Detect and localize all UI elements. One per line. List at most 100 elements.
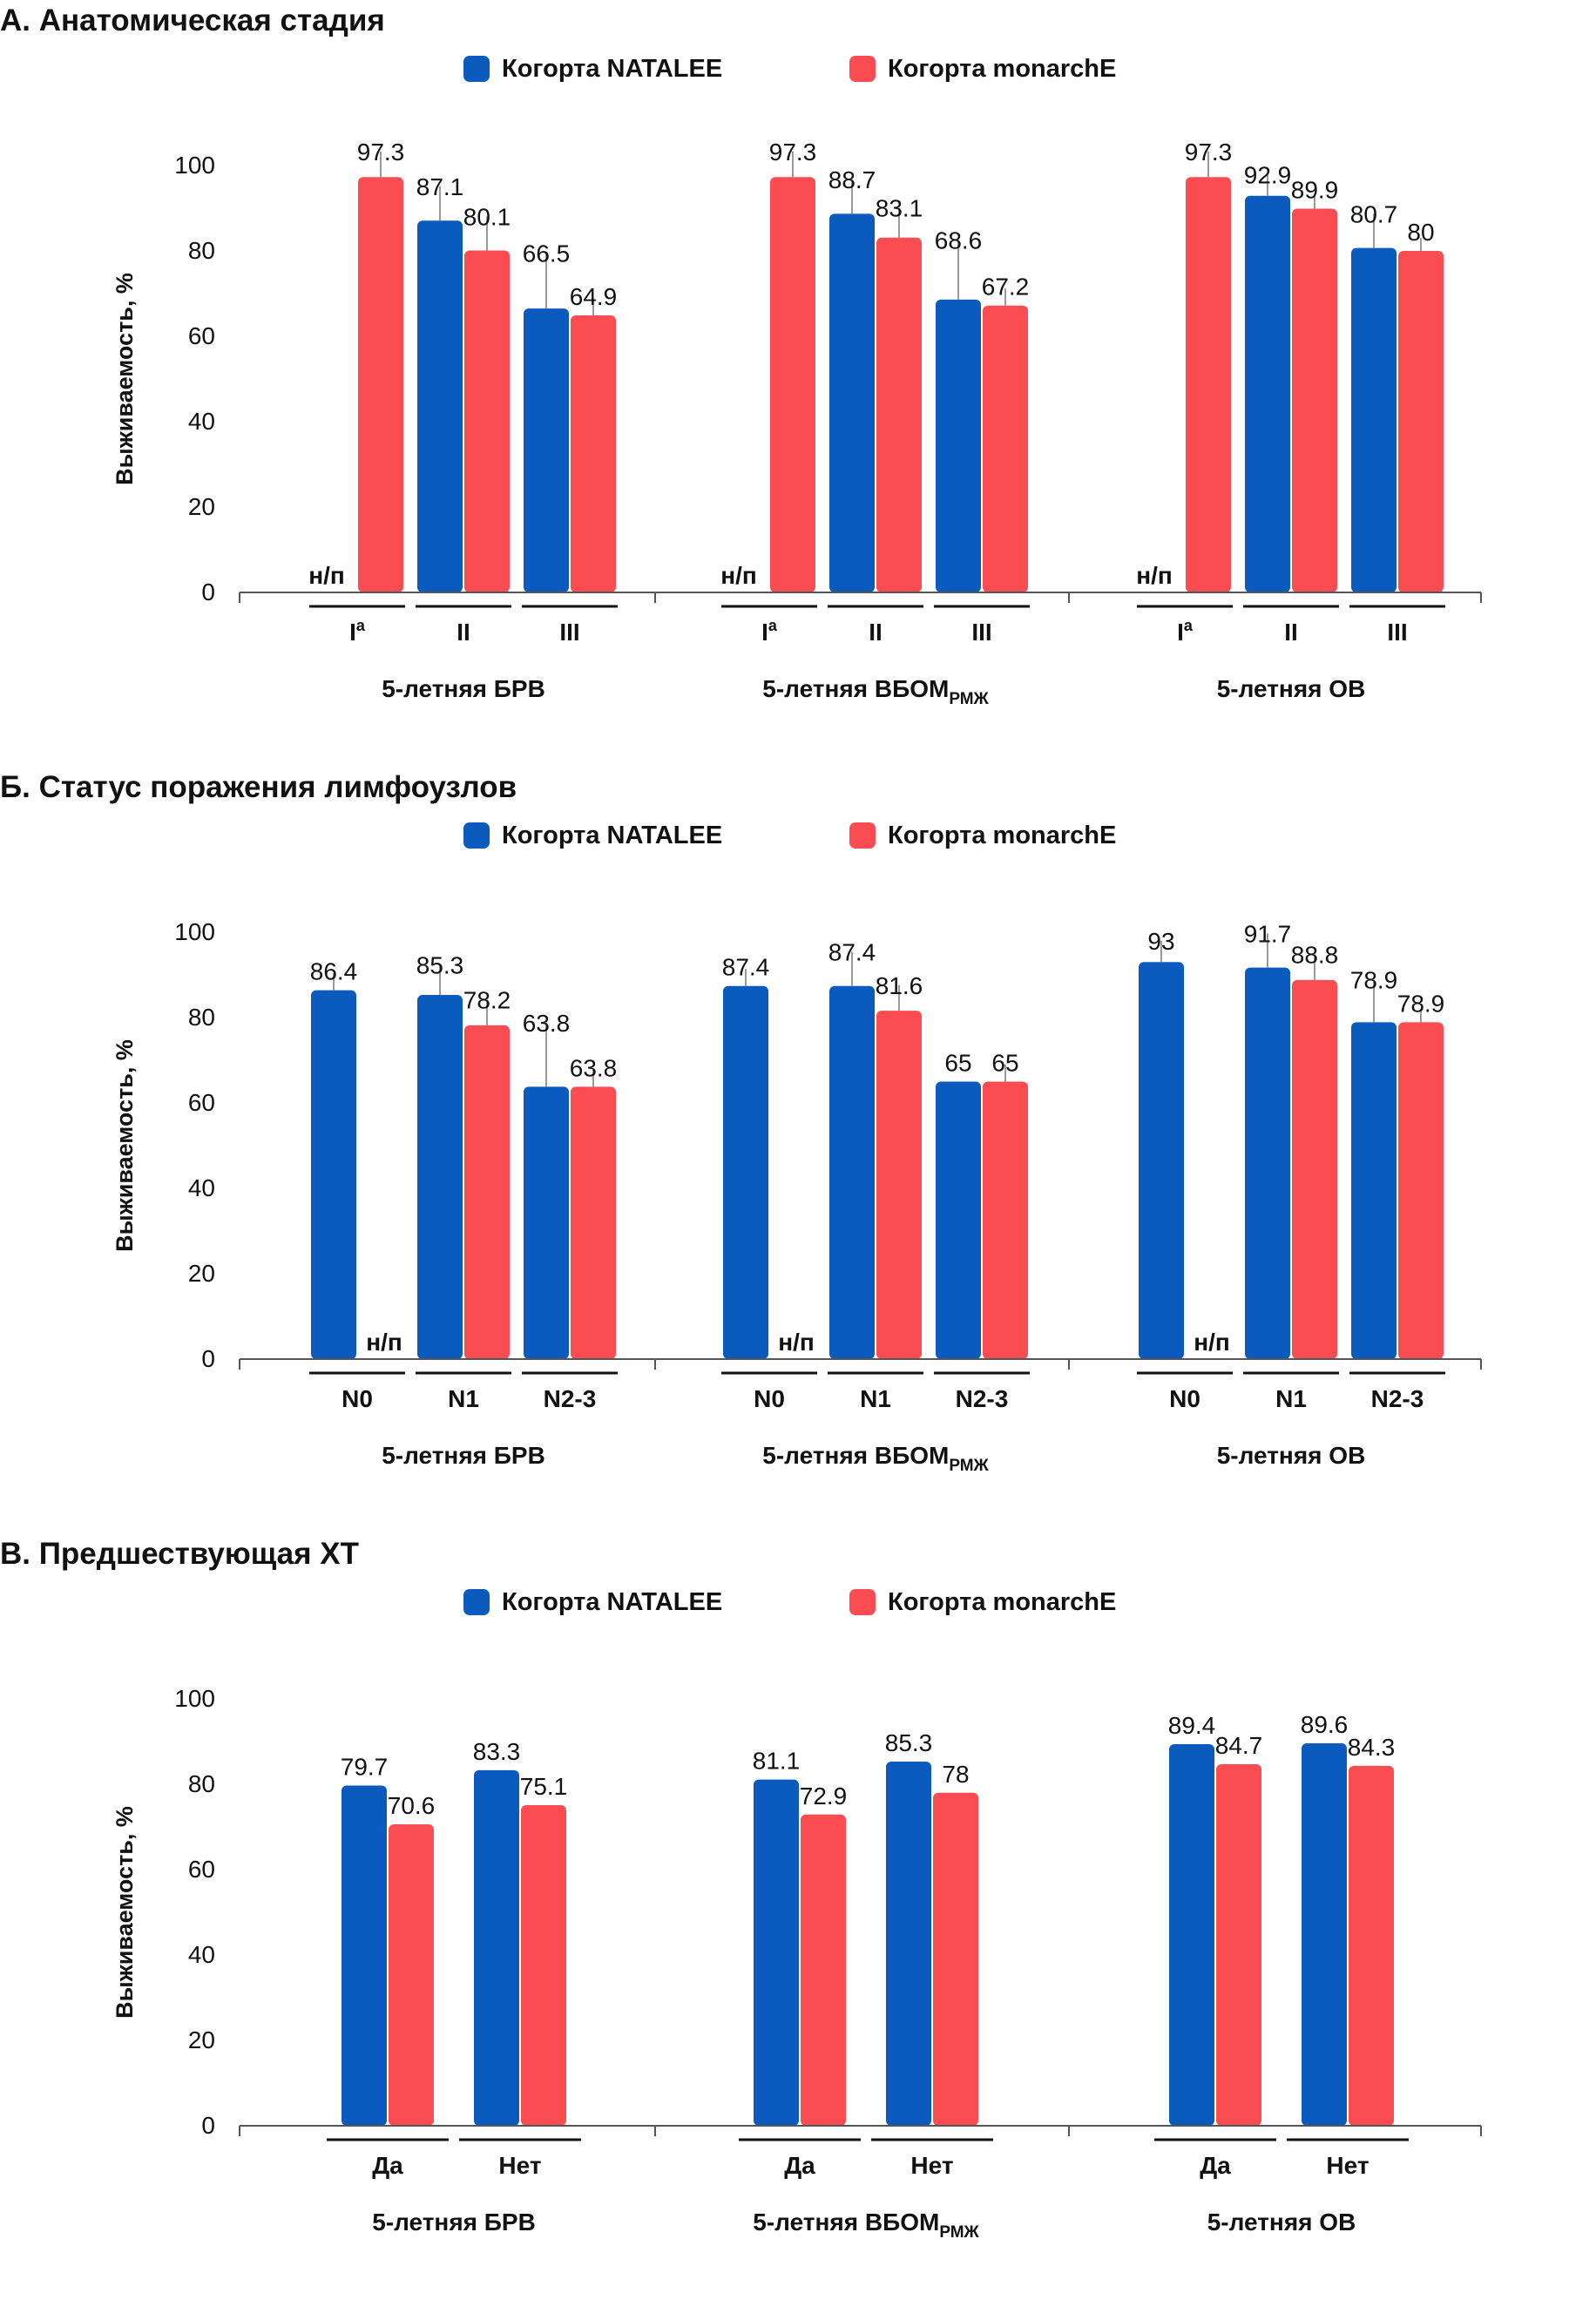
legend-label-monarche: Когорта monarchE — [888, 822, 1116, 849]
y-tick-label: 0 — [201, 1345, 215, 1372]
bar-monarche — [1216, 1763, 1261, 2126]
data-label-monarche: 80.1 — [463, 203, 511, 230]
y-tick-label: 80 — [188, 1004, 215, 1031]
bar-monarche — [1398, 251, 1444, 592]
bar-natalee — [342, 1785, 387, 2126]
bar-monarche — [464, 1025, 510, 1359]
data-label-natalee: 63.8 — [523, 1010, 571, 1037]
data-label-monarche: 67.2 — [982, 274, 1030, 301]
y-tick-label: 40 — [188, 1174, 215, 1201]
y-tick-label: 40 — [188, 408, 215, 435]
legend-label-natalee: Когорта NATALEE — [502, 55, 722, 83]
na-label-monarche: н/п — [366, 1329, 402, 1356]
category-label: III — [971, 619, 991, 646]
bar-chart-lymph-node-status: Б. Статус поражения лимфоузлов Когорта NA… — [0, 770, 1482, 1475]
data-label-natalee: 80.7 — [1350, 200, 1398, 227]
na-label-natalee: н/п — [720, 562, 757, 589]
category-label: N0 — [1169, 1385, 1200, 1412]
data-label-monarche: 70.6 — [388, 1792, 436, 1819]
category-label: II — [1284, 619, 1298, 646]
bar-natalee — [417, 995, 463, 1359]
category-superscript: а — [1184, 617, 1194, 634]
data-label-natalee: 92.9 — [1244, 161, 1292, 188]
bar-monarche — [983, 305, 1028, 592]
data-label-natalee: 78.9 — [1350, 966, 1398, 993]
y-tick-label: 0 — [201, 578, 215, 605]
bar-natalee — [1139, 962, 1184, 1359]
bar-monarche — [571, 315, 616, 592]
bar-natalee — [723, 985, 768, 1359]
data-label-natalee: 91.7 — [1244, 920, 1292, 947]
data-label-natalee: 66.5 — [523, 240, 571, 267]
data-label-natalee: 87.4 — [828, 939, 876, 966]
group-label: 5-летняя БРВ — [372, 2209, 536, 2236]
category-label: III — [559, 619, 579, 646]
y-tick-label: 20 — [188, 1260, 215, 1287]
data-label-monarche: 89.9 — [1291, 176, 1339, 203]
y-axis-label: Выживаемость, % — [112, 1806, 138, 2019]
data-label-monarche: 84.7 — [1215, 1732, 1263, 1759]
data-label-natalee: 85.3 — [416, 952, 464, 979]
category-label: N1 — [448, 1385, 479, 1412]
data-label-monarche: 72.9 — [800, 1782, 848, 1810]
y-tick-label: 60 — [188, 1856, 215, 1883]
bar-monarche — [521, 1805, 566, 2126]
bar-monarche — [983, 1081, 1028, 1359]
legend-label-monarche: Когорта monarchE — [888, 55, 1116, 83]
y-tick-label: 100 — [174, 918, 215, 945]
data-label-monarche: 78.9 — [1397, 990, 1445, 1017]
legend-label-monarche: Когорта monarchE — [888, 1588, 1116, 1616]
chart-title: А. Анатомическая стадия — [0, 3, 385, 37]
group-label: 5-летняя БРВ — [382, 1442, 545, 1469]
category-label: N2-3 — [1371, 1385, 1424, 1412]
panel-prior-chemotherapy: В. Предшествующая ХТ Когорта NATALEE Когор… — [0, 1533, 1596, 2300]
category-label: II — [456, 619, 470, 646]
data-label-natalee: 81.1 — [753, 1748, 801, 1775]
category-label: Нет — [498, 2152, 541, 2179]
bar-natalee — [524, 308, 569, 592]
category-label: N2-3 — [544, 1385, 597, 1412]
data-label-monarche: 83.1 — [876, 195, 923, 222]
data-label-monarche: 81.6 — [876, 972, 923, 999]
bar-natalee — [754, 1779, 799, 2126]
y-tick-label: 20 — [188, 493, 215, 520]
y-tick-label: 40 — [188, 1941, 215, 1968]
data-label-monarche: 75.1 — [520, 1773, 568, 1800]
category-label: III — [1387, 619, 1407, 646]
group-label: 5-летняя ВБОМРМЖ — [762, 1442, 989, 1475]
bar-chart-prior-chemotherapy: В. Предшествующая ХТ Когорта NATALEE Когор… — [0, 1537, 1482, 2242]
data-label-natalee: 88.7 — [828, 166, 876, 193]
data-label-natalee: 93 — [1147, 928, 1174, 955]
bar-natalee — [886, 1762, 931, 2126]
data-label-monarche: 64.9 — [570, 283, 618, 310]
category-label: N0 — [754, 1385, 785, 1412]
bar-monarche — [1186, 177, 1231, 593]
y-tick-label: 60 — [188, 322, 215, 349]
legend-swatch-natalee — [463, 1589, 490, 1615]
bar-natalee — [829, 985, 875, 1359]
bar-monarche — [876, 1011, 922, 1359]
category-label: N1 — [860, 1385, 891, 1412]
data-label-monarche: 63.8 — [570, 1054, 618, 1081]
group-label: 5-летняя ВБОМРМЖ — [762, 675, 989, 708]
category-label: Iа — [1177, 617, 1194, 646]
bar-chart-anatomic-stage: А. Анатомическая стадия Когорта NATALEE Ко… — [0, 3, 1482, 708]
data-label-monarche: 88.8 — [1291, 941, 1339, 968]
group-label: 5-летняя БРВ — [382, 675, 545, 702]
bar-monarche — [1292, 979, 1337, 1359]
data-label-monarche: 65 — [991, 1050, 1018, 1077]
category-label: Да — [784, 2152, 815, 2179]
legend-swatch-monarche — [849, 56, 876, 82]
data-label-natalee: 89.4 — [1168, 1712, 1216, 1739]
category-superscript: а — [356, 617, 366, 634]
legend-label-natalee: Когорта NATALEE — [502, 1588, 722, 1616]
chart-title: Б. Статус поражения лимфоузлов — [0, 770, 517, 804]
bar-monarche — [1292, 208, 1337, 593]
bar-natalee — [311, 990, 356, 1359]
y-tick-label: 80 — [188, 237, 215, 264]
legend-label-natalee: Когорта NATALEE — [502, 822, 722, 849]
legend-swatch-natalee — [463, 822, 490, 849]
bar-natalee — [524, 1086, 569, 1359]
category-label: N0 — [342, 1385, 373, 1412]
y-tick-label: 100 — [174, 1685, 215, 1712]
